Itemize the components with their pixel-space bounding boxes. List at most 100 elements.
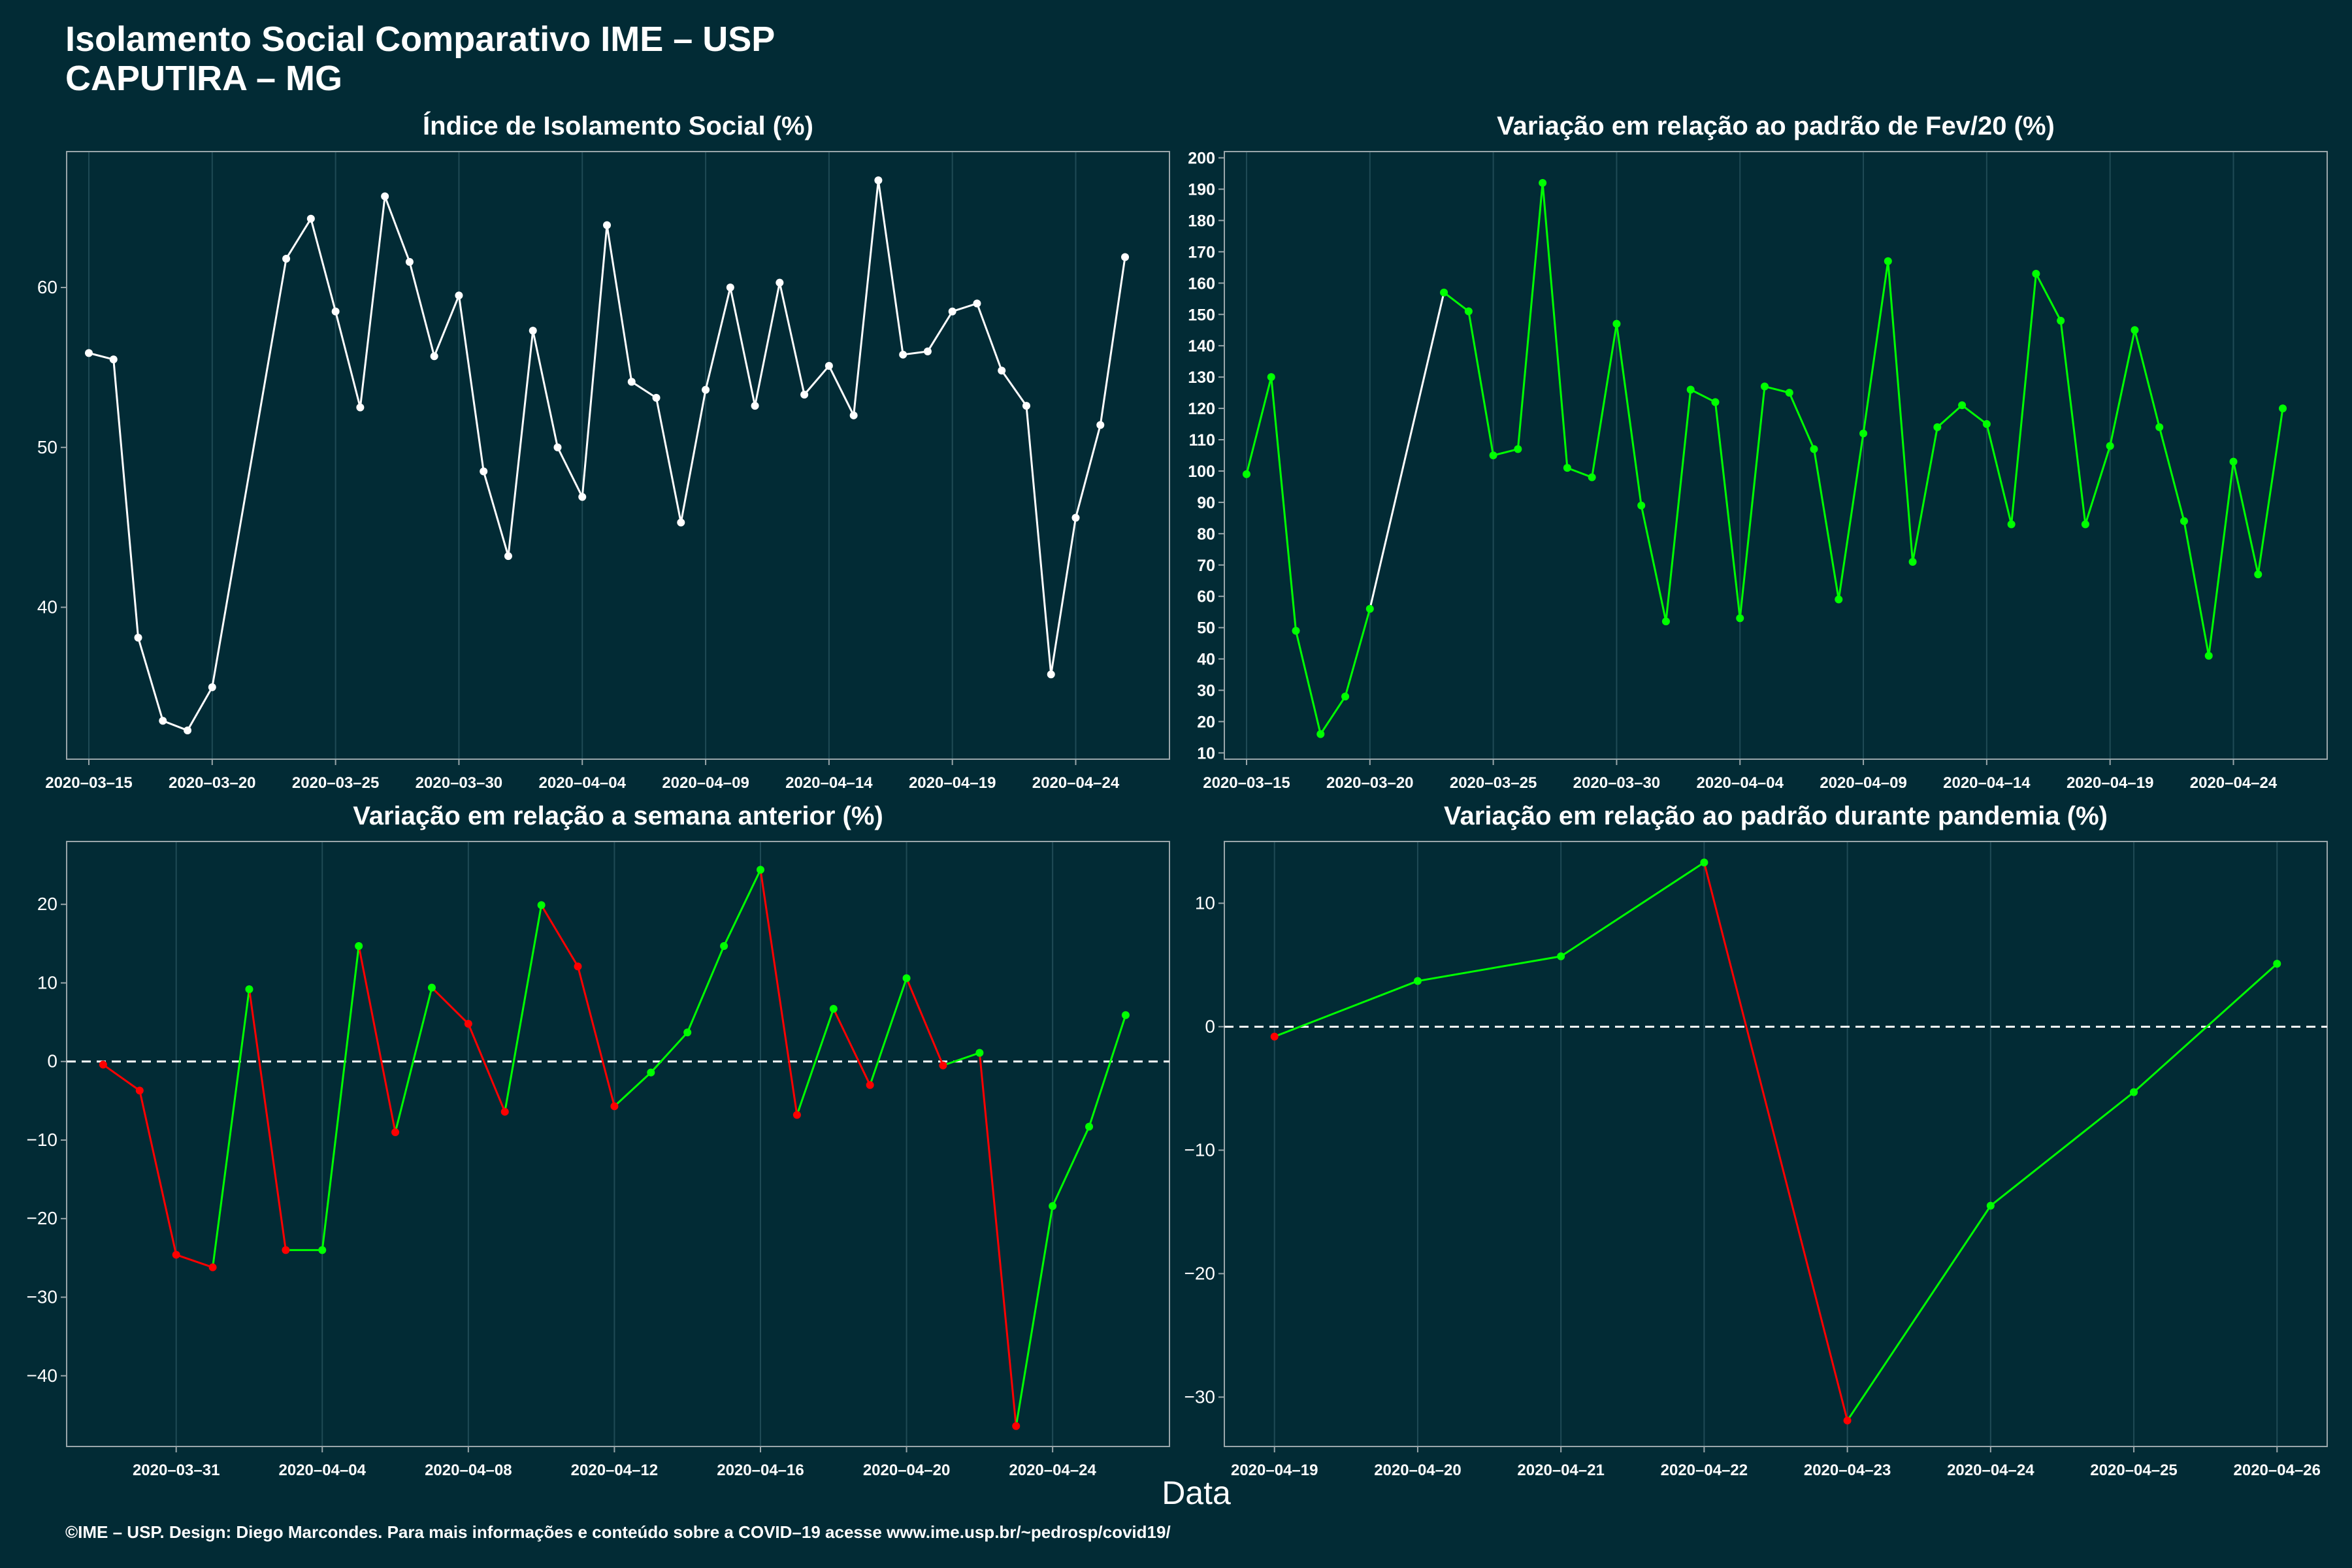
series-line <box>88 180 1126 732</box>
data-point <box>2081 520 2089 529</box>
data-point <box>677 518 685 527</box>
series-segment <box>828 365 855 416</box>
data-point <box>159 717 167 725</box>
series-segment <box>211 258 287 688</box>
series-segment <box>540 904 579 967</box>
series-segment <box>1887 261 1914 563</box>
data-point <box>208 1263 217 1271</box>
series-segment <box>1088 1015 1127 1128</box>
x-tick-label: 2020–04–16 <box>717 1462 804 1479</box>
plot-frame <box>66 151 1170 760</box>
series-segment <box>1051 1126 1090 1207</box>
series-segment <box>630 381 657 399</box>
data-point <box>2032 269 2040 278</box>
data-point <box>2204 651 2213 660</box>
data-point <box>1413 977 1422 985</box>
series-segment <box>877 180 904 355</box>
series-segment <box>1961 404 1987 425</box>
data-point <box>1563 464 1571 472</box>
data-point <box>2007 520 2016 529</box>
data-point <box>603 221 612 229</box>
y-tick-label: 50 <box>1197 619 1215 638</box>
series-segment <box>2133 962 2278 1093</box>
data-point <box>2180 517 2188 525</box>
x-tick-label: 2020–04–24 <box>1947 1462 2034 1479</box>
series-segment <box>1369 292 1445 610</box>
data-point <box>874 176 883 185</box>
series-segment <box>655 397 682 523</box>
series-segment <box>729 287 757 406</box>
y-tick-label: 90 <box>1197 494 1215 512</box>
y-tick-label: 170 <box>1188 243 1215 261</box>
data-point <box>184 726 192 734</box>
data-point <box>1700 858 1708 867</box>
series-segment <box>310 218 337 312</box>
series-segment <box>1739 386 1766 619</box>
data-point <box>574 962 582 971</box>
panel-title: Índice de Isolamento Social (%) <box>423 111 813 140</box>
data-point <box>1843 1416 1852 1425</box>
series-segment <box>1541 182 1569 468</box>
series-points <box>84 176 1130 734</box>
data-point <box>776 278 784 287</box>
x-tick-label: 2020–03–25 <box>1450 774 1537 792</box>
data-point <box>751 402 759 410</box>
x-tick-label: 2020–04–19 <box>2066 774 2153 792</box>
plot-frame <box>66 841 1170 1447</box>
y-tick-label: 30 <box>1197 682 1215 700</box>
data-point <box>2057 316 2065 325</box>
y-tick-label: −40 <box>27 1365 58 1386</box>
panel-title: Variação em relação ao padrão de Fev/20 … <box>1497 112 2055 140</box>
data-point <box>1022 402 1030 410</box>
series-segment <box>679 389 707 523</box>
data-point <box>318 1246 327 1254</box>
series-segment <box>1245 376 1273 475</box>
series-segment <box>606 225 633 382</box>
series-segment <box>2133 329 2161 428</box>
panel-variation-feb20: Variação em relação ao padrão de Fev/20 … <box>1188 112 2328 792</box>
y-tick-label: 10 <box>1195 892 1215 913</box>
series-segment <box>976 302 1003 371</box>
data-point <box>792 1111 801 1119</box>
data-point <box>282 1246 290 1254</box>
series-segment <box>112 359 140 638</box>
series-segment <box>335 311 361 408</box>
panel-title: Variação em relação ao padrão durante pa… <box>1444 802 2108 830</box>
data-point <box>427 983 436 992</box>
series-segment <box>1493 448 1518 457</box>
footer-credits: ©IME – USP. Design: Diego Marcondes. Par… <box>65 1522 1171 1542</box>
series-segment <box>186 687 214 731</box>
data-point <box>1612 319 1621 328</box>
series-segment <box>394 987 433 1133</box>
series-segment <box>906 977 944 1066</box>
series-segment <box>359 196 386 408</box>
series-segment <box>1467 311 1495 456</box>
x-tick-label: 2020–04–12 <box>571 1462 658 1479</box>
data-point <box>1958 401 1967 410</box>
series-segment <box>2059 320 2087 525</box>
data-point <box>647 1068 655 1077</box>
data-point <box>1785 389 1793 397</box>
data-point <box>849 411 858 419</box>
x-tick-label: 2020–03–15 <box>45 774 132 792</box>
series-segment <box>832 1008 872 1086</box>
series-segment <box>650 1032 689 1073</box>
data-point <box>529 327 537 335</box>
data-point <box>356 403 365 412</box>
data-point <box>109 355 118 364</box>
series-segment <box>796 1008 835 1115</box>
data-point <box>1661 617 1670 626</box>
x-tick-label: 2020–04–09 <box>662 774 749 792</box>
y-tick-label: 0 <box>47 1051 57 1071</box>
series-segment <box>1015 1205 1054 1426</box>
series-segment <box>88 351 114 361</box>
y-tick-label: 140 <box>1188 337 1215 355</box>
series-segment <box>212 988 250 1268</box>
series-segment <box>1270 377 1298 631</box>
data-point <box>1588 473 1596 482</box>
series-segment <box>1516 182 1544 449</box>
series-segment <box>686 945 725 1033</box>
series-segment <box>321 945 360 1250</box>
series-segment <box>581 225 608 497</box>
series-segment <box>2208 461 2234 656</box>
